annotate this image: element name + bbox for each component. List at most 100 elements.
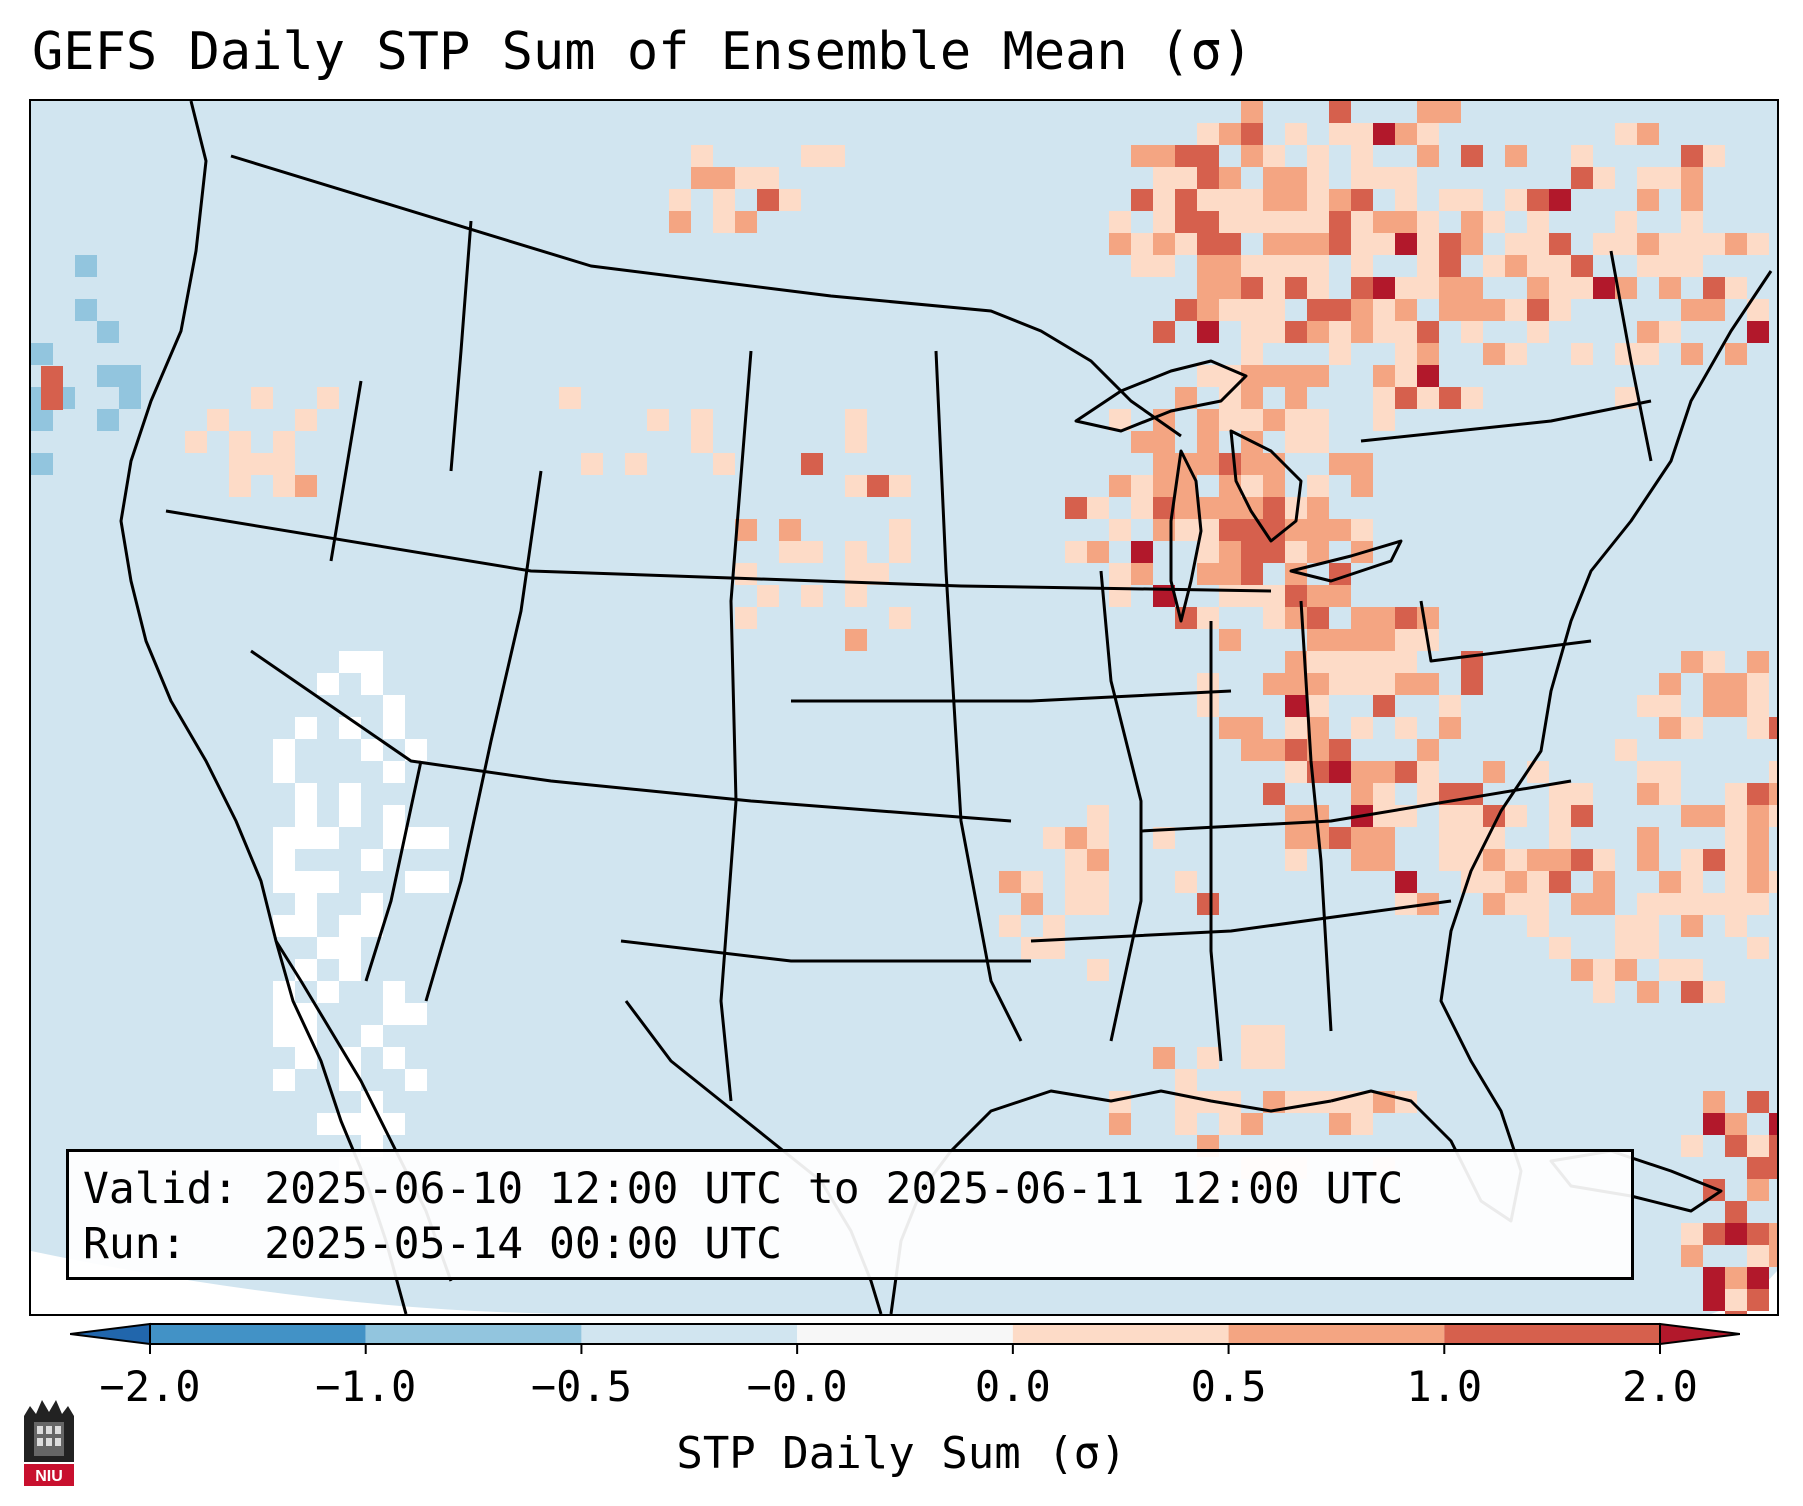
anomaly-cell bbox=[1219, 299, 1241, 321]
anomaly-cell bbox=[1417, 211, 1439, 233]
anomaly-cell bbox=[1439, 101, 1461, 123]
anomaly-cell bbox=[1549, 827, 1571, 849]
anomaly-cell bbox=[273, 1025, 295, 1047]
anomaly-cell bbox=[1241, 387, 1263, 409]
anomaly-cell bbox=[1153, 255, 1175, 277]
anomaly-cell bbox=[1373, 365, 1395, 387]
anomaly-cell bbox=[1175, 233, 1197, 255]
anomaly-cell bbox=[295, 915, 317, 937]
anomaly-cell bbox=[801, 145, 823, 167]
anomaly-cell bbox=[1373, 783, 1395, 805]
anomaly-cell bbox=[1395, 607, 1417, 629]
anomaly-cell bbox=[1351, 123, 1373, 145]
anomaly-cell bbox=[427, 871, 449, 893]
anomaly-cell bbox=[1725, 1135, 1747, 1157]
anomaly-cell bbox=[1307, 167, 1329, 189]
anomaly-cell bbox=[1131, 255, 1153, 277]
anomaly-cell bbox=[1263, 321, 1285, 343]
anomaly-cell bbox=[1329, 101, 1351, 123]
anomaly-cell bbox=[647, 409, 669, 431]
anomaly-cell bbox=[1285, 1091, 1307, 1113]
anomaly-cell bbox=[1439, 299, 1461, 321]
canada-border bbox=[230, 154, 1182, 438]
anomaly-cell bbox=[713, 189, 735, 211]
anomaly-cell bbox=[339, 959, 361, 981]
anomaly-cell bbox=[1241, 343, 1263, 365]
anomaly-cell bbox=[383, 761, 405, 783]
colorbar bbox=[70, 1322, 1740, 1354]
validity-info-box: Valid: 2025-06-10 12:00 UTC to 2025-06-1… bbox=[66, 1149, 1634, 1280]
anomaly-cell bbox=[1197, 431, 1219, 453]
anomaly-cell bbox=[1417, 365, 1439, 387]
anomaly-cell bbox=[1263, 277, 1285, 299]
anomaly-cell bbox=[1197, 255, 1219, 277]
anomaly-cell bbox=[1681, 717, 1703, 739]
state-line-13 bbox=[1419, 600, 1592, 663]
anomaly-cell bbox=[1681, 1245, 1703, 1267]
anomaly-cell bbox=[1263, 145, 1285, 167]
anomaly-cell bbox=[1747, 805, 1769, 827]
anomaly-cell bbox=[1109, 475, 1131, 497]
anomaly-cell bbox=[581, 453, 603, 475]
projection-domain bbox=[31, 101, 1777, 1314]
anomaly-cell bbox=[1109, 233, 1131, 255]
anomaly-cell bbox=[1351, 167, 1373, 189]
anomaly-cell bbox=[1241, 321, 1263, 343]
anomaly-cell bbox=[295, 783, 317, 805]
anomaly-cell bbox=[1417, 255, 1439, 277]
state-line-15 bbox=[791, 689, 1232, 703]
anomaly-cell bbox=[1417, 101, 1439, 123]
anomaly-cell bbox=[1373, 299, 1395, 321]
anomaly-cell bbox=[1197, 277, 1219, 299]
anomaly-cell bbox=[1395, 717, 1417, 739]
anomaly-cell bbox=[1593, 959, 1615, 981]
anomaly-cell bbox=[1241, 541, 1263, 563]
anomaly-cell bbox=[1241, 189, 1263, 211]
anomaly-cell bbox=[1703, 145, 1725, 167]
anomaly-cell bbox=[691, 145, 713, 167]
anomaly-cell bbox=[1527, 277, 1549, 299]
anomaly-cell bbox=[1153, 321, 1175, 343]
anomaly-cell bbox=[1571, 255, 1593, 277]
anomaly-cell bbox=[1395, 211, 1417, 233]
anomaly-cell bbox=[1373, 123, 1395, 145]
anomaly-cell bbox=[1637, 255, 1659, 277]
anomaly-cell bbox=[1153, 189, 1175, 211]
anomaly-cell bbox=[1351, 1113, 1373, 1135]
anomaly-cell bbox=[1483, 299, 1505, 321]
anomaly-cell bbox=[1703, 805, 1725, 827]
anomaly-cell bbox=[1021, 871, 1043, 893]
anomaly-cell bbox=[1593, 893, 1615, 915]
anomaly-cell bbox=[1659, 959, 1681, 981]
anomaly-cell bbox=[1659, 255, 1681, 277]
anomaly-cell bbox=[1681, 299, 1703, 321]
anomaly-cell bbox=[1747, 1157, 1769, 1179]
anomaly-cell bbox=[361, 651, 383, 673]
anomaly-cell bbox=[1329, 343, 1351, 365]
anomaly-cell bbox=[1725, 915, 1747, 937]
anomaly-cell bbox=[339, 783, 361, 805]
anomaly-cell bbox=[1219, 629, 1241, 651]
anomaly-cell bbox=[1747, 1091, 1769, 1113]
anomaly-cell bbox=[1395, 387, 1417, 409]
anomaly-cell bbox=[1527, 871, 1549, 893]
anomaly-cell bbox=[1395, 167, 1417, 189]
anomaly-cell bbox=[1285, 431, 1307, 453]
anomaly-cell bbox=[295, 827, 317, 849]
anomaly-cell bbox=[1197, 519, 1219, 541]
anomaly-cell bbox=[1241, 365, 1263, 387]
anomaly-cell bbox=[1043, 937, 1065, 959]
anomaly-cell bbox=[1461, 783, 1483, 805]
anomaly-cell bbox=[1307, 717, 1329, 739]
anomaly-cell bbox=[1483, 849, 1505, 871]
anomaly-cell bbox=[1637, 343, 1659, 365]
anomaly-cell bbox=[1241, 1113, 1263, 1135]
anomaly-cell bbox=[1021, 937, 1043, 959]
anomaly-cell bbox=[845, 563, 867, 585]
anomaly-cell bbox=[1615, 739, 1637, 761]
anomaly-cell bbox=[845, 541, 867, 563]
anomaly-cell bbox=[339, 651, 361, 673]
anomaly-cell bbox=[1285, 409, 1307, 431]
anomaly-cell bbox=[1769, 1113, 1777, 1135]
anomaly-cell bbox=[1395, 893, 1417, 915]
